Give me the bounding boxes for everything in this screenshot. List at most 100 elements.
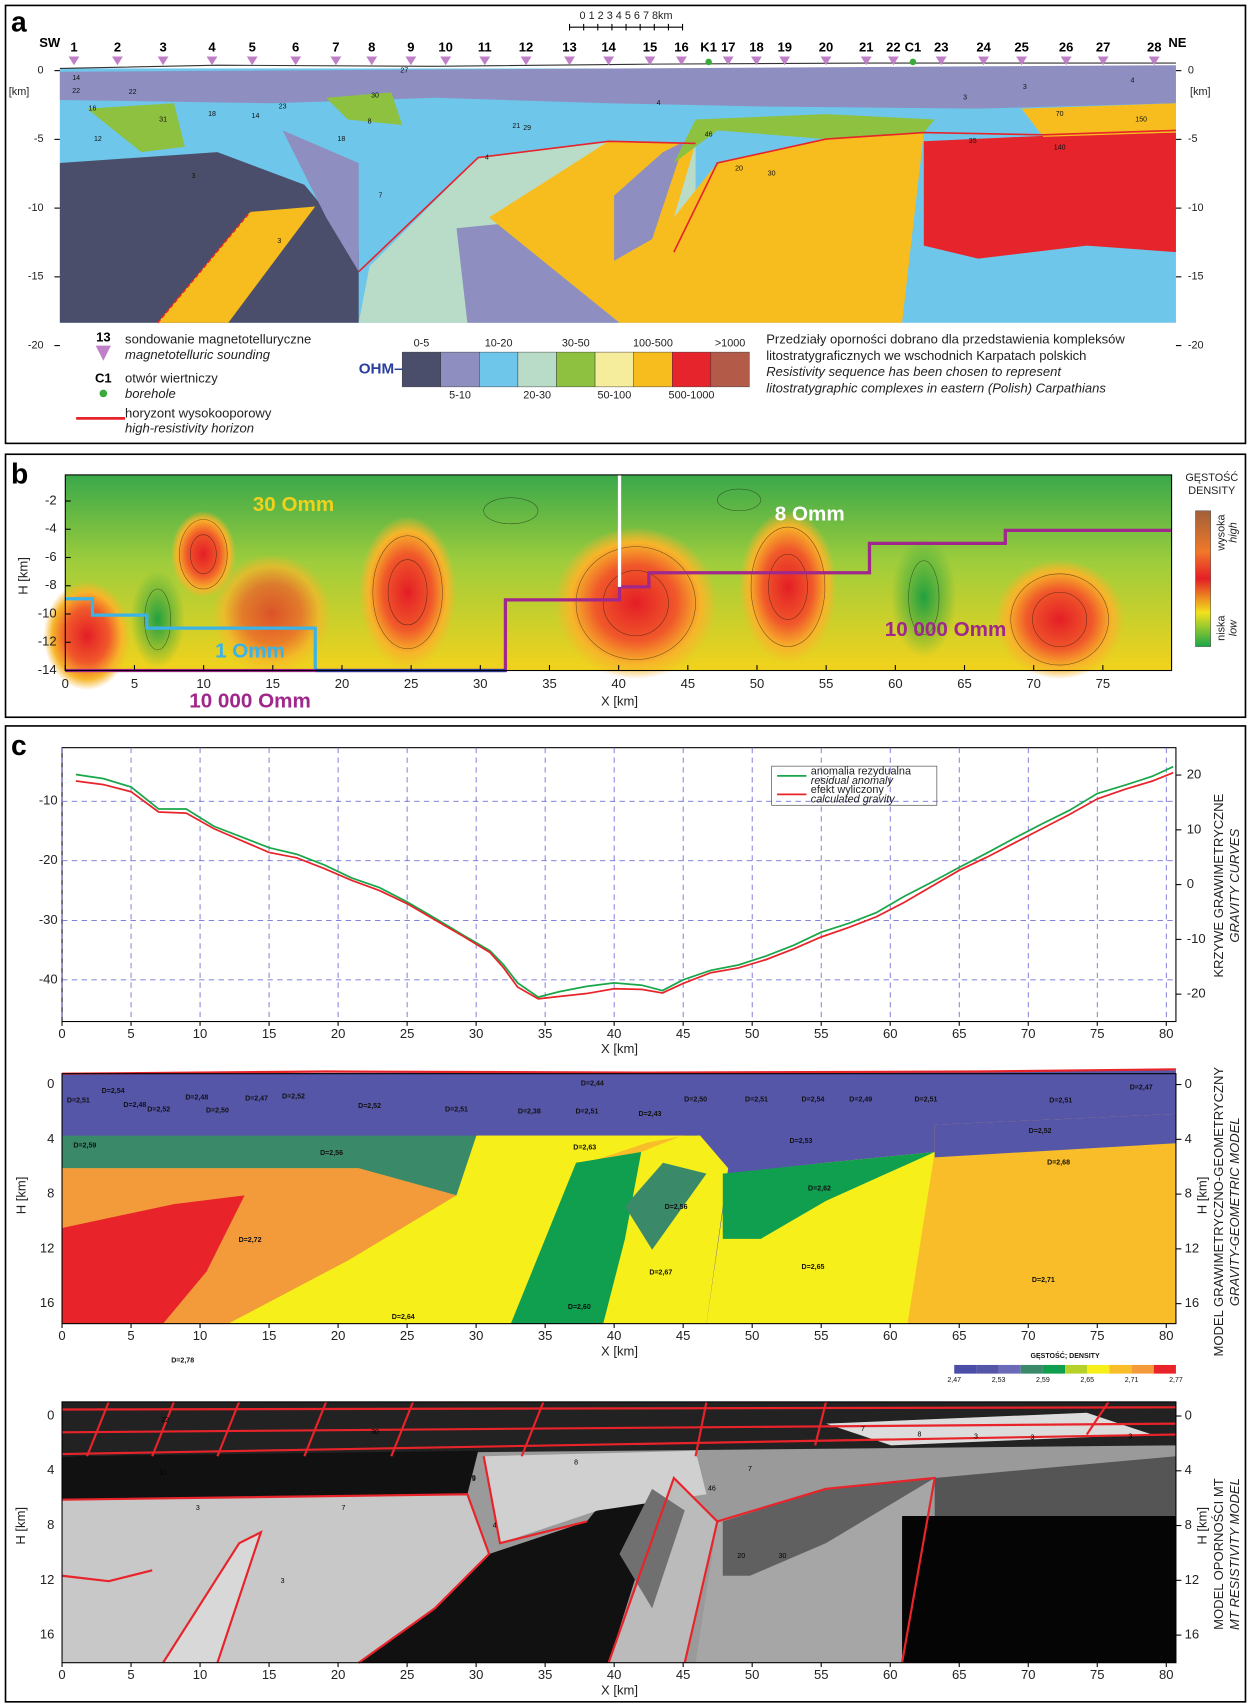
y-tick-label: -2 [45, 492, 57, 507]
colorbar-swatch [954, 1365, 976, 1374]
x-tick-label: 50 [745, 1667, 760, 1682]
region-label: 3 [196, 1505, 200, 1512]
note-line: litostratygraphic complexes in eastern (… [766, 380, 1106, 395]
density-label: D=2,47 [1130, 1085, 1153, 1092]
legend-class-label: 5-10 [449, 389, 471, 401]
legend-swatch [556, 352, 595, 387]
legend-class-label: 10-20 [485, 337, 513, 349]
x-tick-label: 10 [193, 1667, 208, 1682]
colorbar-label: wysoka [1215, 513, 1227, 551]
x-tick-label: 65 [957, 676, 971, 691]
legend-class-label: 500-1000 [669, 389, 715, 401]
plot-frame [62, 748, 1176, 1022]
panel-label: b [11, 457, 28, 489]
scale-bar-label: 0 1 2 3 4 5 6 7 8km [580, 10, 673, 22]
density-label: D=2,48 [185, 1094, 208, 1101]
sounding-marker [1149, 57, 1160, 66]
x-tick-label: 0 [62, 676, 69, 691]
annotation: 10 000 Omm [189, 689, 311, 712]
sounding-marker [405, 57, 416, 66]
y-tick-label: 12 [40, 1240, 55, 1255]
station-label: 11 [478, 39, 492, 54]
body [902, 1516, 1176, 1663]
region-label: 8 [368, 119, 372, 126]
x-axis-label: X [km] [601, 1041, 638, 1056]
x-tick-label: 20 [331, 1667, 346, 1682]
sounding-marker [936, 57, 947, 66]
region-label: 7 [861, 1426, 865, 1433]
y-tick-label: -8 [45, 577, 57, 592]
x-tick-label: 15 [262, 1328, 277, 1343]
density-label: D=2,54 [102, 1088, 125, 1095]
density-label: D=2,51 [915, 1097, 938, 1104]
annotation: 10 000 Omm [885, 618, 1007, 641]
colorbar-label: niska [1215, 615, 1227, 641]
region-label: 29 [523, 125, 531, 132]
colorbar-title: GĘSTOŚĆ; DENSITY [1030, 1351, 1099, 1360]
density-label: D=2,43 [638, 1111, 661, 1118]
region-label: 14 [72, 75, 80, 82]
station-label: 21 [859, 39, 873, 54]
legend-label: borehole [125, 386, 176, 401]
density-label: D=2,67 [649, 1269, 672, 1276]
region-label: 7 [378, 192, 382, 199]
station-label: 2 [114, 39, 121, 54]
annotation: 1 Omm [215, 639, 285, 662]
colorbar-tick-label: 2,71 [1125, 1377, 1139, 1384]
region-label: 3 [1023, 84, 1027, 91]
anomaly [359, 516, 457, 668]
layer [924, 133, 1176, 259]
x-tick-label: 55 [819, 676, 833, 691]
region-label: 140 [1054, 145, 1066, 152]
y2-axis-label: GRAVITY CURVES [1227, 828, 1242, 942]
layer [60, 65, 1176, 108]
colorbar-swatch [1087, 1365, 1109, 1374]
x-tick-label: 55 [814, 1328, 829, 1343]
colorbar-swatch [1043, 1365, 1065, 1374]
y-tick-label: -40 [39, 971, 58, 986]
y-tick-label: 0 [1188, 65, 1194, 77]
y-tick-label: 16 [40, 1295, 55, 1310]
y2-tick-label: 0 [1187, 876, 1194, 891]
x-tick-label: 40 [607, 1328, 622, 1343]
legend-swatch [441, 352, 480, 387]
colorbar-swatch [1109, 1365, 1131, 1374]
density-label: D=2,68 [1047, 1160, 1070, 1167]
x-tick-label: 45 [676, 1328, 691, 1343]
x-axis-label: X [km] [601, 1343, 638, 1358]
x-tick-label: 0 [58, 1328, 65, 1343]
x-tick-label: 40 [607, 1667, 622, 1682]
region-label: 22 [72, 88, 80, 95]
y-tick-label: -20 [1188, 339, 1204, 351]
x-tick-label: 65 [952, 1667, 967, 1682]
density-label: D=2,51 [745, 1097, 768, 1104]
region-label: 12 [94, 136, 102, 143]
station-label: 4 [208, 39, 216, 54]
density-label: D=2,65 [802, 1264, 825, 1271]
x-tick-label: 30 [469, 1328, 483, 1343]
station-label: 12 [519, 39, 534, 54]
legend-swatch [402, 352, 441, 387]
x-tick-label: 30 [473, 676, 487, 691]
colorbar-swatch [1132, 1365, 1154, 1374]
region-label: 4 [1131, 77, 1135, 84]
station-label: 5 [249, 39, 256, 54]
legend-swatch [672, 352, 711, 387]
station-label: 1 [70, 39, 77, 54]
density-label: D=2,47 [245, 1096, 268, 1103]
region-label: 3 [192, 173, 196, 180]
density-label: D=2,51 [445, 1106, 468, 1113]
station-label: 15 [643, 39, 658, 54]
x-tick-label: 70 [1021, 1026, 1036, 1041]
density-colorbar [954, 1365, 1176, 1374]
region-label: 46 [705, 132, 713, 139]
station-label: 26 [1059, 39, 1074, 54]
region-label: 3 [1031, 1435, 1035, 1442]
station-label: 24 [976, 39, 991, 54]
density-label: D=2,56 [320, 1150, 343, 1157]
colorbar-tick-label: 2,47 [947, 1377, 961, 1384]
y-tick-label: 8 [47, 1517, 54, 1532]
x-axis-label: X [km] [601, 693, 638, 708]
note-line: Resistivity sequence has been chosen to … [766, 364, 1062, 379]
density-label: D=2,51 [575, 1109, 598, 1116]
